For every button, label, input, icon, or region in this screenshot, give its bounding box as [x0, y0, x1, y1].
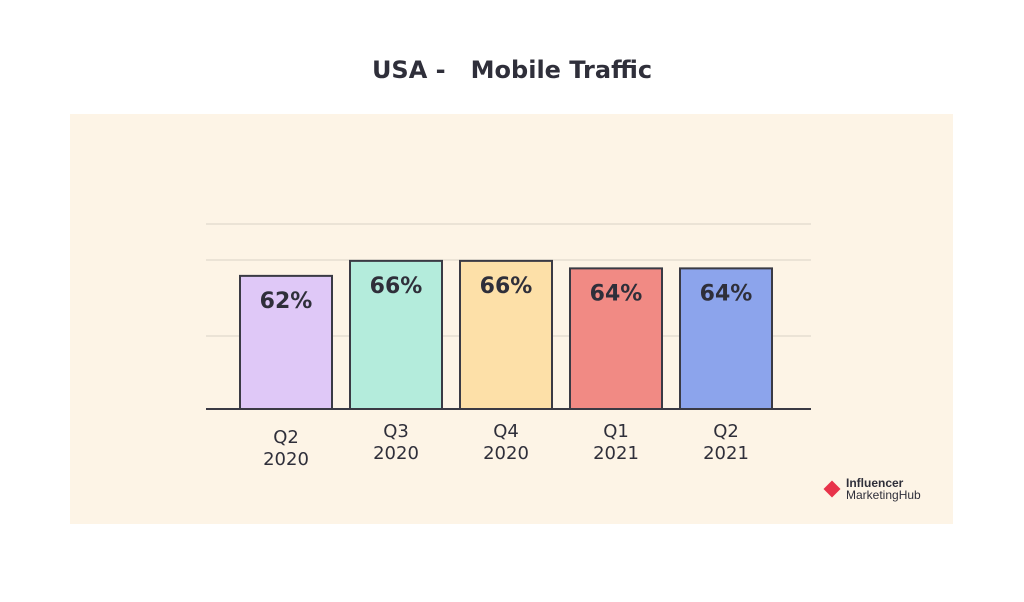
category-label: Q3 [383, 421, 409, 442]
category-label: Q4 [493, 421, 519, 442]
influencer-marketing-hub-logo: Influencer MarketingHub [823, 476, 921, 502]
category-label: 2021 [593, 443, 639, 464]
bar-value-label: 66% [480, 274, 533, 299]
bar-labels: 62% 66% 66% 64% 64% [260, 274, 753, 314]
logo-diamond-icon [823, 480, 842, 498]
bar-value-label: 66% [370, 274, 423, 299]
bar-value-label: 62% [260, 289, 313, 314]
category-label: Q2 [273, 427, 299, 448]
bars [239, 259, 773, 410]
category-label: Q1 [603, 421, 629, 442]
bar [349, 259, 443, 410]
chart-title: USA - Mobile Traffic [371, 56, 653, 84]
category-label: 2020 [263, 449, 309, 470]
logo-line-1: Influencer [846, 476, 904, 490]
bar [239, 274, 333, 410]
bar-value-label: 64% [590, 281, 643, 306]
category-label: 2020 [483, 443, 529, 464]
category-label: 2020 [373, 443, 419, 464]
bar [459, 259, 553, 410]
category-label: Q2 [713, 421, 739, 442]
bar [679, 267, 773, 410]
bar-value-label: 64% [700, 281, 753, 306]
bar [569, 267, 663, 410]
category-label: 2021 [703, 443, 749, 464]
logo-line-2: MarketingHub [846, 488, 921, 502]
